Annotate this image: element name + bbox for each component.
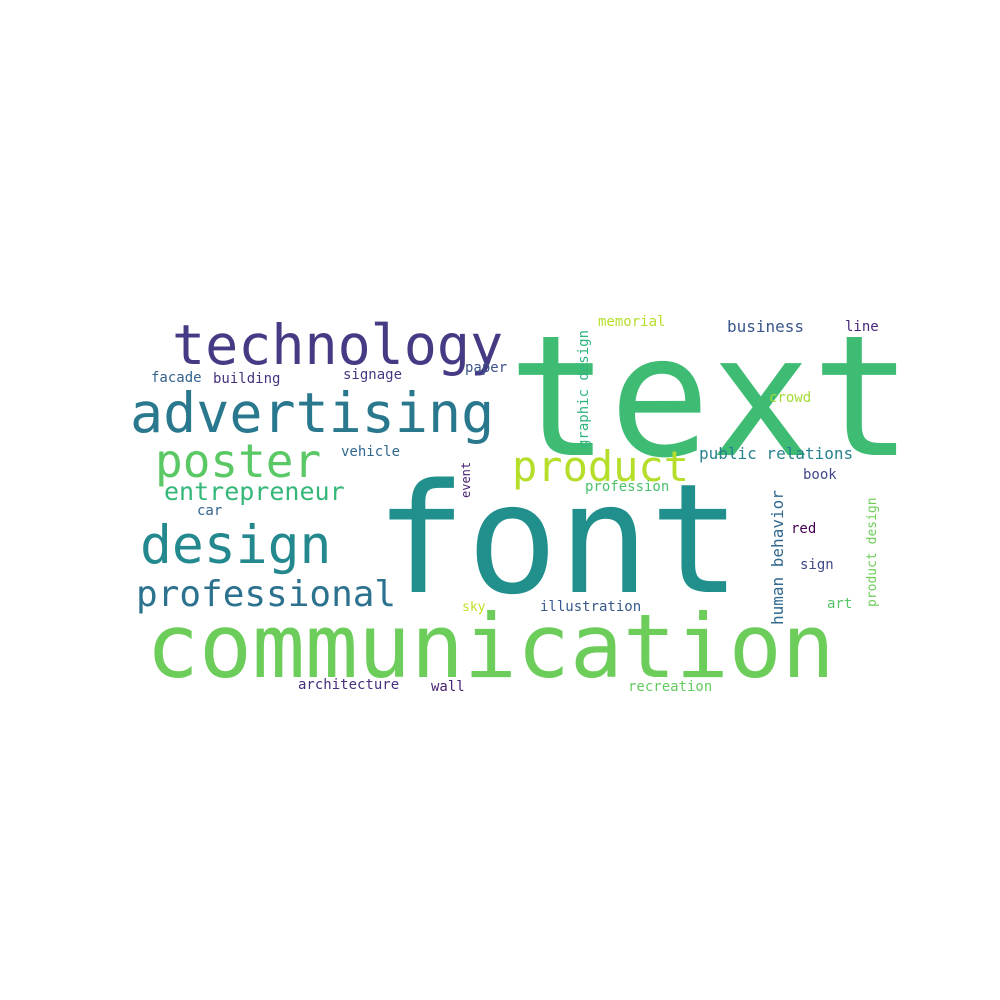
word-vehicle: vehicle: [341, 444, 400, 460]
word-profession: profession: [585, 479, 669, 495]
word-text: text: [508, 299, 913, 495]
word-product: product: [512, 442, 689, 491]
word-illustration: illustration: [540, 599, 641, 615]
word-wall: wall: [431, 679, 465, 695]
word-human-behavior: human behavior: [768, 490, 787, 625]
word-paper: paper: [465, 360, 507, 376]
word-advertising: advertising: [130, 381, 494, 445]
word-sky: sky: [462, 600, 486, 615]
word-architecture: architecture: [298, 677, 399, 693]
word-line: line: [845, 319, 879, 335]
word-signage: signage: [343, 367, 402, 383]
word-crowd: crowd: [769, 390, 811, 406]
word-car: car: [197, 503, 222, 519]
word-product-design: product design: [865, 497, 880, 607]
word-font: font: [375, 451, 741, 628]
word-memorial: memorial: [598, 314, 665, 330]
word-poster: poster: [155, 434, 321, 488]
word-sign: sign: [800, 557, 834, 573]
word-building: building: [213, 371, 280, 387]
word-entrepreneur: entrepreneur: [164, 477, 345, 506]
word-event: event: [459, 462, 473, 498]
word-recreation: recreation: [628, 679, 712, 695]
word-business: business: [727, 317, 804, 336]
word-communication: communication: [146, 595, 835, 698]
word-book: book: [803, 467, 837, 483]
word-graphic-design: graphic design: [576, 330, 592, 448]
word-public-relations: public relations: [699, 444, 853, 463]
word-red: red: [791, 521, 816, 537]
word-facade: facade: [151, 370, 202, 386]
word-professional: professional: [136, 574, 396, 615]
word-design: design: [140, 515, 331, 576]
word-art: art: [827, 596, 852, 612]
word-technology: technology: [172, 313, 503, 377]
